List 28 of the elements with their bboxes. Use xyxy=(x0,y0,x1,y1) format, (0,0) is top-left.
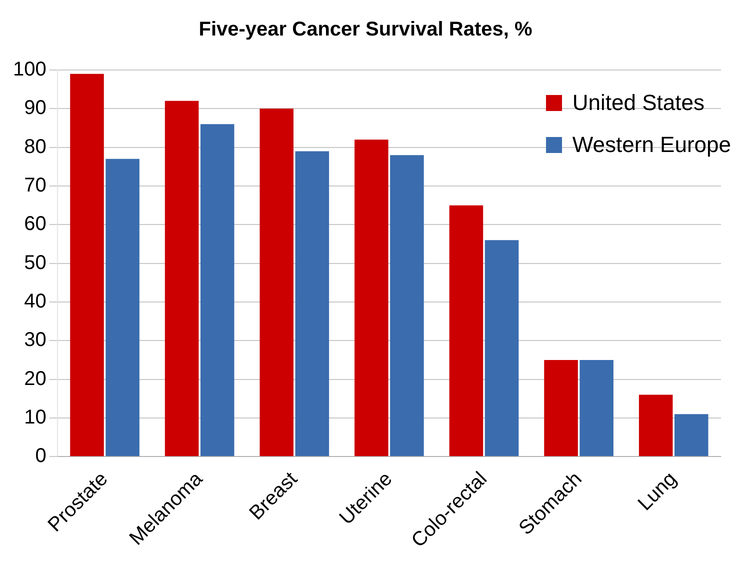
y-tick-label: 90 xyxy=(24,97,46,120)
bar xyxy=(106,158,140,456)
bar xyxy=(70,74,104,456)
bar xyxy=(580,360,614,456)
bar xyxy=(295,151,330,456)
y-tick-label: 70 xyxy=(24,174,46,197)
y-tick-label: 20 xyxy=(24,368,46,390)
bar xyxy=(354,140,388,456)
y-tick-label: 10 xyxy=(24,406,46,429)
y-tick-label: 80 xyxy=(24,136,46,158)
legend-label: United States xyxy=(572,90,704,116)
bar xyxy=(544,360,578,456)
bar xyxy=(200,124,234,456)
y-tick-label: 60 xyxy=(24,213,46,236)
bar xyxy=(674,414,708,456)
y-tick-label: 0 xyxy=(35,445,46,468)
chart-title: Five-year Cancer Survival Rates, % xyxy=(198,18,532,41)
legend-label: Western Europe xyxy=(572,132,731,158)
y-tick-label: 30 xyxy=(24,329,46,352)
bar xyxy=(260,108,294,456)
y-tick-label: 50 xyxy=(24,252,46,274)
bar xyxy=(449,205,484,456)
bar xyxy=(390,155,424,456)
bar xyxy=(164,100,199,456)
bar xyxy=(638,394,673,456)
y-tick-label: 100 xyxy=(12,58,46,81)
y-tick-label: 40 xyxy=(24,290,46,313)
bar xyxy=(484,240,519,456)
